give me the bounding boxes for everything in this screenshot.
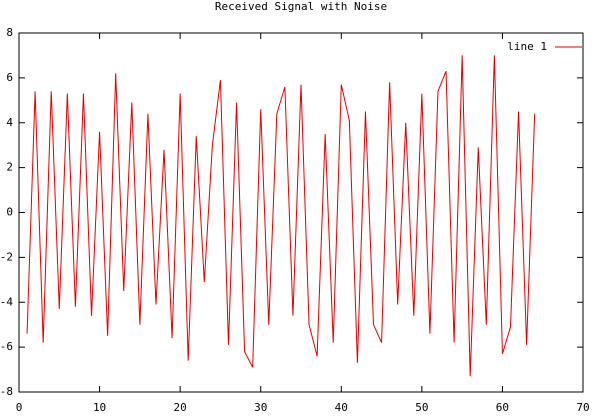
y-tick-label: -4 bbox=[0, 295, 13, 308]
x-tick-label: 10 bbox=[93, 401, 106, 414]
x-tick-label: 0 bbox=[16, 401, 23, 414]
y-tick-label: 4 bbox=[6, 116, 13, 129]
y-tick-label: -2 bbox=[0, 250, 13, 263]
data-line bbox=[26, 55, 536, 377]
x-tick-label: 30 bbox=[254, 401, 267, 414]
x-tick-label: 20 bbox=[174, 401, 187, 414]
x-tick-label: 60 bbox=[496, 401, 509, 414]
y-tick-label: 0 bbox=[6, 206, 13, 219]
legend-label: line 1 bbox=[507, 40, 547, 53]
x-tick-label: 70 bbox=[576, 401, 589, 414]
x-tick-label: 40 bbox=[335, 401, 348, 414]
chart-title: Received Signal with Noise bbox=[215, 0, 387, 13]
y-tick-label: 8 bbox=[6, 26, 13, 39]
y-tick-label: 6 bbox=[6, 71, 13, 84]
x-tick-label: 50 bbox=[415, 401, 428, 414]
y-tick-label: -6 bbox=[0, 340, 13, 353]
y-tick-label: -8 bbox=[0, 385, 13, 398]
y-tick-label: 2 bbox=[6, 161, 13, 174]
